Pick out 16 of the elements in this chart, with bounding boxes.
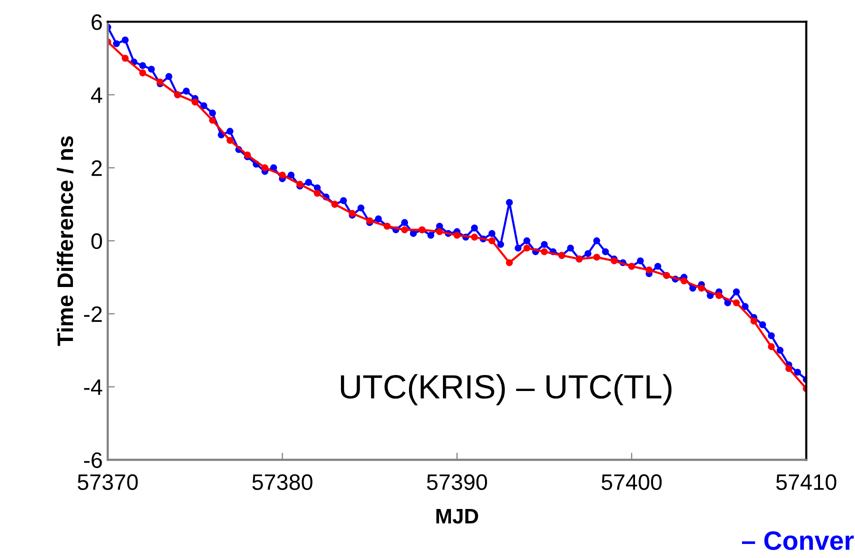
- annotation: UTC(KRIS) – UTC(TL): [340, 374, 672, 406]
- y-tick-label: 2: [92, 160, 102, 176]
- y-tick-label: -4: [84, 380, 102, 395]
- x-tick-label: 57390: [426, 474, 488, 490]
- y-tick-label: -6: [84, 452, 102, 468]
- y-tick-label: 4: [91, 88, 102, 103]
- x-tick-label: 57380: [252, 474, 312, 490]
- text: – Conver: [742, 531, 854, 550]
- y-axis-title: Time Difference / ns: [56, 136, 74, 346]
- x-tick-label: 57370: [78, 474, 138, 490]
- y-tick-label: 6: [92, 14, 102, 30]
- y-tick-label: -2: [84, 306, 102, 322]
- x-tick-label: 57400: [602, 474, 662, 490]
- x-axis-title: MJD: [436, 509, 478, 524]
- y-tick-label: 0: [91, 233, 102, 250]
- x-tick-label: 57410: [776, 474, 836, 490]
